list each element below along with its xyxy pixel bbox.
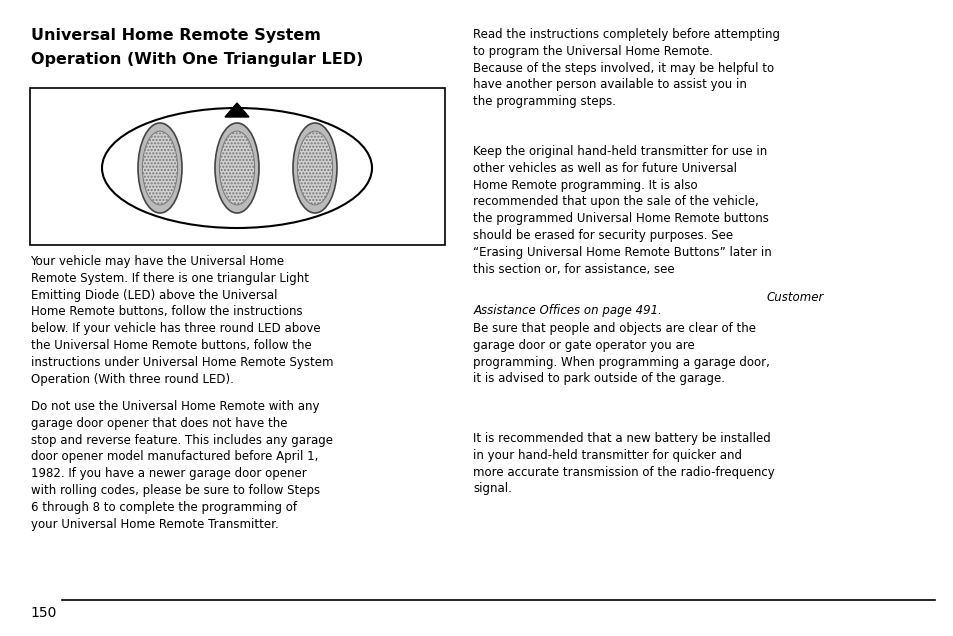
Text: Assistance Offices on page 491.: Assistance Offices on page 491.: [473, 304, 661, 317]
Text: Your vehicle may have the Universal Home
Remote System. If there is one triangul: Your vehicle may have the Universal Home…: [30, 255, 333, 385]
Ellipse shape: [138, 123, 182, 213]
Text: Read the instructions completely before attempting
to program the Universal Home: Read the instructions completely before …: [473, 28, 780, 108]
Text: Operation (With One Triangular LED): Operation (With One Triangular LED): [30, 52, 362, 67]
Text: It is recommended that a new battery be installed
in your hand-held transmitter : It is recommended that a new battery be …: [473, 432, 774, 495]
Text: 150: 150: [30, 606, 57, 620]
Ellipse shape: [102, 108, 372, 228]
Ellipse shape: [214, 123, 258, 213]
Ellipse shape: [142, 131, 177, 205]
Text: Be sure that people and objects are clear of the
garage door or gate operator yo: Be sure that people and objects are clea…: [473, 322, 769, 385]
Ellipse shape: [297, 131, 333, 205]
Text: Do not use the Universal Home Remote with any
garage door opener that does not h: Do not use the Universal Home Remote wit…: [30, 400, 333, 530]
Text: Customer: Customer: [765, 291, 822, 304]
Polygon shape: [225, 103, 249, 117]
Ellipse shape: [293, 123, 336, 213]
Ellipse shape: [219, 131, 254, 205]
Text: Keep the original hand-held transmitter for use in
other vehicles as well as for: Keep the original hand-held transmitter …: [473, 145, 771, 275]
Bar: [30, 88, 444, 245]
Text: Universal Home Remote System: Universal Home Remote System: [30, 28, 320, 43]
